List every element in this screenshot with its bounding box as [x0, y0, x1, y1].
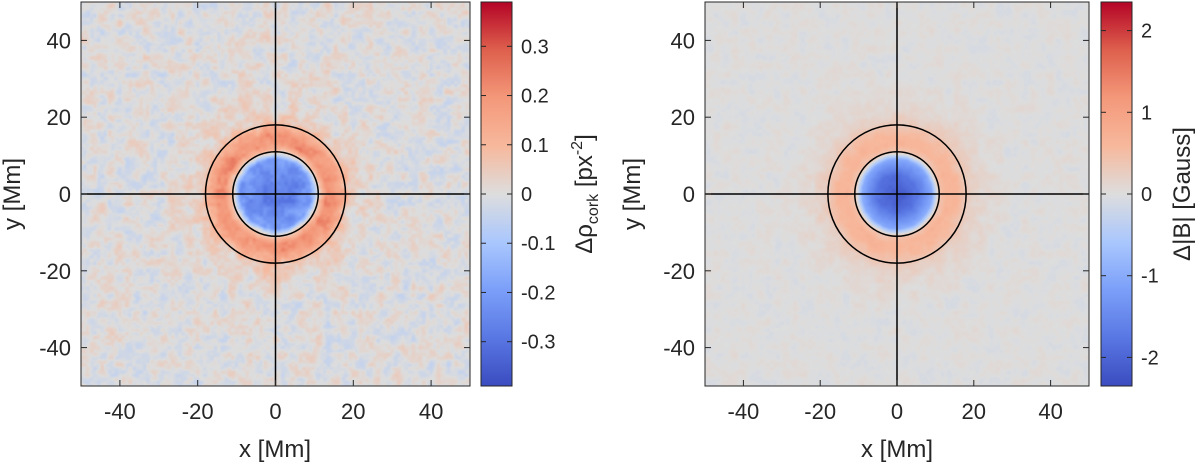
x-tick-label: 0: [891, 399, 903, 424]
colorbar-label-prefix: Δρ: [571, 224, 598, 254]
colorbar-label-close: ]: [571, 134, 598, 141]
x-axis-left: -40 -20 0 20 40: [104, 2, 443, 424]
colorbar-label-unit: [px: [571, 155, 598, 194]
colorbar-ticks-right: 2 1 0 -1 -2: [1101, 21, 1159, 369]
y-tick-label: 40: [671, 28, 695, 53]
y-axis-left: -40 -20 0 20 40: [39, 28, 470, 361]
x-axis-right: -40 -20 0 20 40: [728, 2, 1063, 424]
colorbar-tick-label: -0.1: [521, 233, 555, 255]
x-tick-label: -20: [804, 399, 836, 424]
y-axis-label-right: y [Mm]: [619, 158, 646, 230]
y-axis-right: -40 -20 0 20 40: [663, 28, 1089, 361]
colorbar-tick-label: 0: [521, 184, 532, 206]
y-tick-label: -20: [663, 259, 695, 284]
y-tick-label: -40: [39, 336, 71, 361]
x-tick-label: 40: [1038, 399, 1062, 424]
x-tick-label: -20: [182, 399, 214, 424]
y-axis-label-left: y [Mm]: [0, 158, 26, 230]
x-axis-label-right: x [Mm]: [861, 436, 933, 463]
y-tick-label: 20: [671, 105, 695, 130]
overlay-right: [705, 2, 1089, 386]
colorbar-label-left: Δρcork [px-2]: [569, 134, 602, 254]
colorbar-tick-label: 0.3: [521, 36, 549, 58]
colorbar-right: [1101, 2, 1132, 386]
colorbar-left: [481, 2, 512, 386]
colorbar-tick-label: 0.2: [521, 86, 549, 108]
y-tick-label: -20: [39, 259, 71, 284]
outer-circle: [204, 124, 347, 264]
colorbar-ticks-left: 0.3 0.2 0.1 0 -0.1 -0.2 -0.3: [481, 36, 555, 354]
colorbar-tick-label: 2: [1141, 21, 1152, 43]
y-tick-label: 0: [59, 182, 71, 207]
x-tick-label: 40: [419, 399, 443, 424]
colorbar-label-subscript: cork: [585, 193, 602, 224]
colorbar-label-right: Δ|B| [Gauss]: [1169, 127, 1196, 261]
y-tick-label: 20: [47, 105, 71, 130]
x-tick-label: 0: [269, 399, 281, 424]
overlay-left: [81, 2, 470, 386]
colorbar-tick-label: -1: [1141, 266, 1159, 288]
x-tick-label: 20: [962, 399, 986, 424]
colorbar-tick-label: 1: [1141, 102, 1152, 124]
colorbar-tick-label: 0.1: [521, 135, 549, 157]
colorbar-tick-label: -0.3: [521, 332, 555, 354]
colorbar-tick-label: -2: [1141, 347, 1159, 369]
x-tick-label: 20: [341, 399, 365, 424]
inner-circle: [231, 151, 320, 237]
outer-circle: [827, 124, 967, 264]
y-tick-label: 0: [683, 182, 695, 207]
x-tick-label: -40: [104, 399, 136, 424]
colorbar-tick-label: 0: [1141, 184, 1152, 206]
y-tick-label: -40: [663, 336, 695, 361]
x-tick-label: -40: [728, 399, 760, 424]
inner-circle: [854, 151, 940, 237]
colorbar-tick-label: -0.2: [521, 282, 555, 304]
x-axis-label-left: x [Mm]: [239, 436, 311, 463]
y-tick-label: 40: [47, 28, 71, 53]
colorbar-label-exponent: -2: [569, 141, 586, 155]
